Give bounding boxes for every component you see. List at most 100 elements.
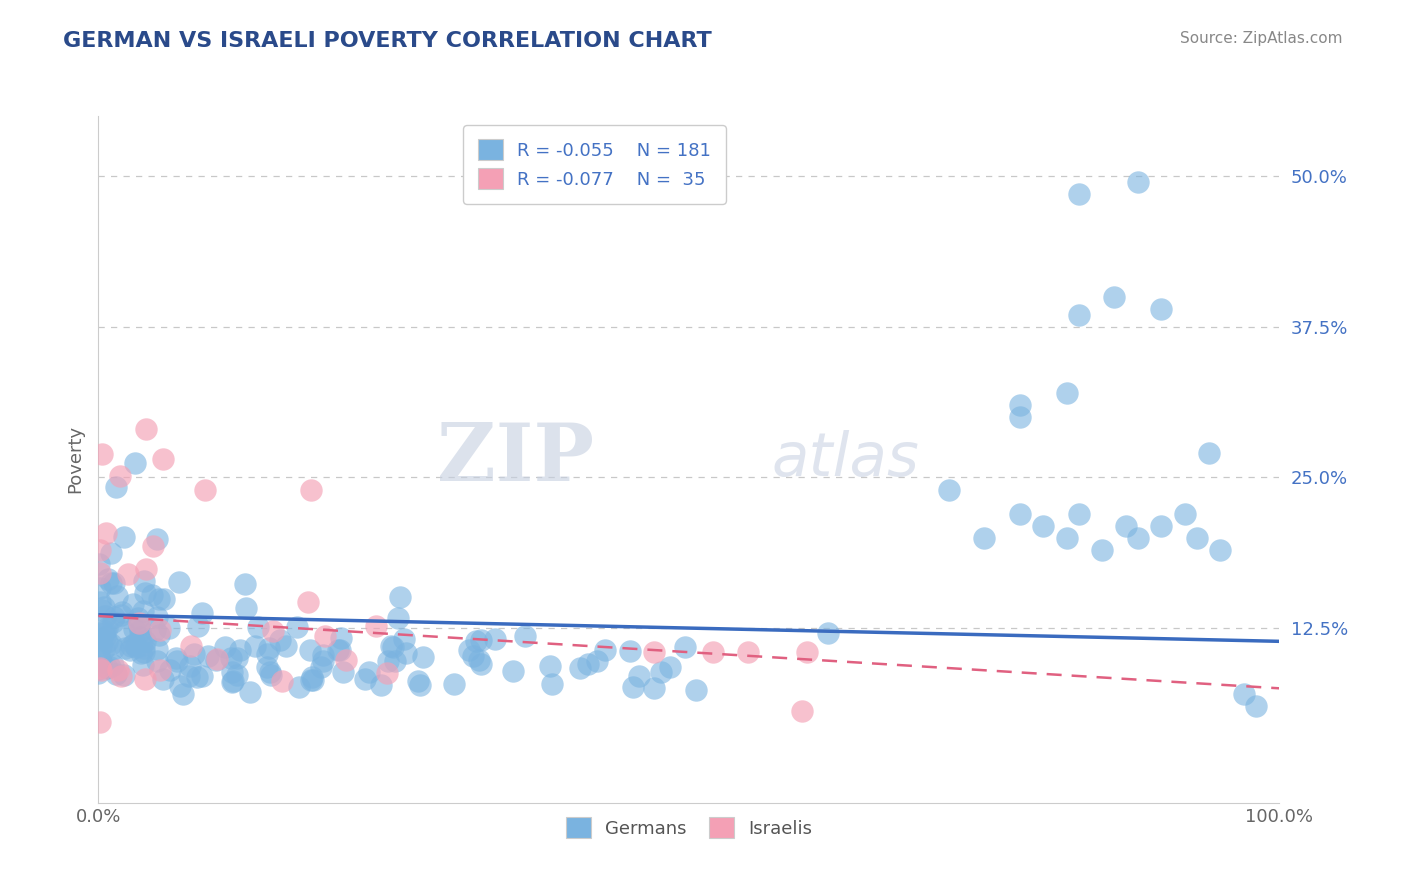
Point	[132, 574, 155, 588]
Point	[377, 654, 399, 668]
Point	[146, 609, 169, 624]
Point	[180, 640, 202, 654]
Point	[1244, 699, 1267, 714]
Point	[214, 640, 236, 654]
Point	[172, 688, 194, 702]
Point	[458, 642, 481, 657]
Point	[1067, 187, 1090, 202]
Point	[125, 640, 148, 654]
Point	[143, 623, 166, 637]
Point	[357, 665, 380, 679]
Point	[148, 628, 170, 642]
Point	[375, 666, 398, 681]
Point	[312, 654, 335, 668]
Point	[394, 646, 416, 660]
Point	[222, 674, 245, 689]
Point	[204, 653, 226, 667]
Point	[128, 619, 150, 633]
Point	[1008, 410, 1031, 425]
Point	[87, 666, 110, 681]
Point	[87, 662, 110, 676]
Point	[90, 655, 112, 669]
Point	[219, 650, 242, 665]
Point	[243, 639, 266, 653]
Point	[938, 483, 960, 497]
Point	[153, 592, 176, 607]
Point	[124, 456, 146, 470]
Point	[228, 642, 250, 657]
Point	[103, 575, 125, 590]
Point	[93, 600, 115, 615]
Point	[299, 673, 322, 687]
Point	[152, 452, 174, 467]
Legend: Germans, Israelis: Germans, Israelis	[558, 810, 820, 846]
Point	[301, 670, 323, 684]
Point	[97, 573, 120, 587]
Point	[87, 557, 110, 571]
Point	[89, 630, 111, 644]
Point	[89, 661, 111, 675]
Point	[129, 646, 152, 660]
Point	[114, 530, 136, 544]
Point	[89, 566, 111, 581]
Point	[541, 677, 564, 691]
Point	[149, 663, 172, 677]
Point	[110, 607, 132, 622]
Point	[94, 525, 117, 540]
Point	[1126, 531, 1149, 545]
Point	[1198, 446, 1220, 460]
Point	[89, 595, 111, 609]
Text: GERMAN VS ISRAELI POVERTY CORRELATION CHART: GERMAN VS ISRAELI POVERTY CORRELATION CH…	[63, 31, 711, 51]
Point	[817, 625, 839, 640]
Point	[380, 639, 402, 653]
Point	[101, 642, 124, 657]
Point	[87, 633, 110, 648]
Point	[148, 591, 170, 606]
Point	[1209, 542, 1232, 557]
Point	[1008, 398, 1031, 412]
Point	[110, 669, 132, 683]
Point	[364, 619, 387, 633]
Point	[796, 645, 818, 659]
Point	[117, 567, 139, 582]
Point	[484, 632, 506, 646]
Point	[205, 652, 228, 666]
Point	[1067, 308, 1090, 322]
Point	[314, 629, 336, 643]
Point	[167, 575, 190, 590]
Point	[142, 539, 165, 553]
Point	[135, 562, 157, 576]
Point	[586, 654, 609, 668]
Point	[132, 658, 155, 673]
Point	[134, 672, 156, 686]
Point	[112, 624, 135, 639]
Point	[470, 633, 492, 648]
Point	[100, 576, 122, 591]
Point	[89, 715, 111, 730]
Point	[100, 637, 122, 651]
Point	[235, 601, 257, 615]
Point	[101, 657, 124, 672]
Point	[110, 605, 132, 619]
Point	[221, 674, 243, 689]
Point	[90, 447, 112, 461]
Point	[190, 606, 212, 620]
Point	[128, 615, 150, 630]
Point	[127, 611, 149, 625]
Point	[259, 668, 281, 682]
Point	[191, 669, 214, 683]
Point	[973, 531, 995, 545]
Point	[105, 590, 128, 604]
Point	[627, 669, 650, 683]
Point	[101, 615, 124, 629]
Point	[105, 480, 128, 494]
Point	[394, 632, 416, 647]
Point	[335, 653, 357, 667]
Point	[1056, 386, 1078, 401]
Point	[269, 632, 291, 647]
Point	[381, 640, 404, 655]
Point	[259, 640, 281, 655]
Point	[118, 643, 141, 657]
Point	[299, 642, 322, 657]
Point	[262, 624, 284, 639]
